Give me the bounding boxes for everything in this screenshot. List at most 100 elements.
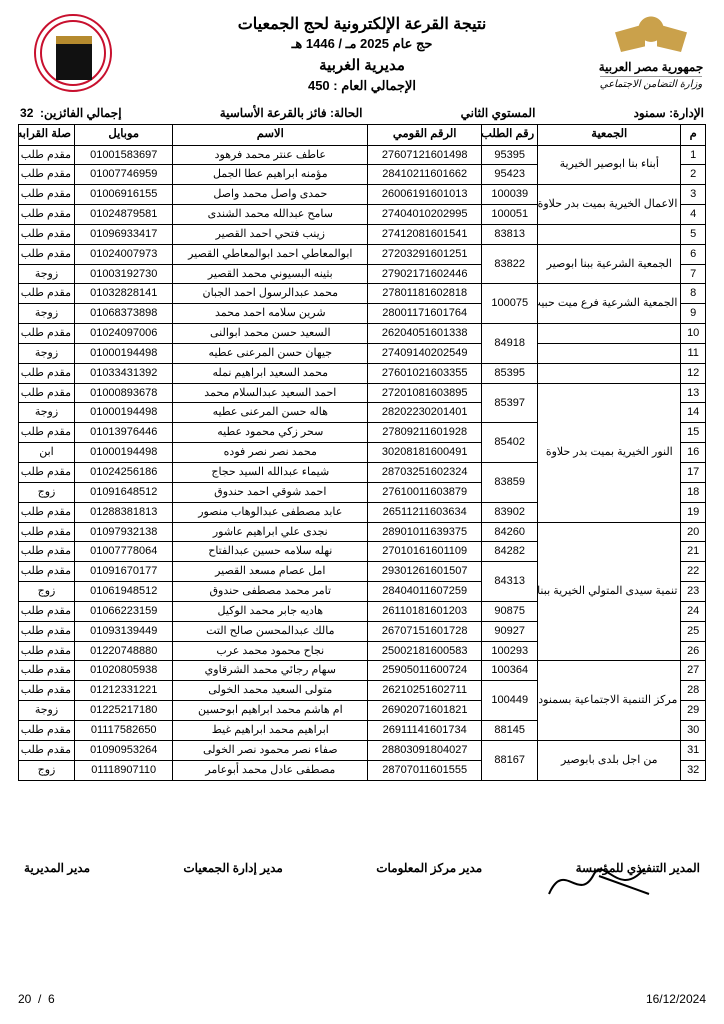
cell-request: 84313 (482, 562, 538, 602)
cell-national-id: 28001171601764 (368, 304, 482, 324)
cell-name: ابوالمعاطي احمد ابوالمعاطي القصير (173, 244, 368, 264)
cell-mobile: 01003192730 (75, 264, 173, 284)
page-footer: 16/12/2024 6 / 20 (18, 992, 706, 1006)
cell-mobile: 01000893678 (75, 383, 173, 403)
cell-relation: مقدم طلب (19, 205, 75, 225)
cell-relation: مقدم طلب (19, 224, 75, 244)
cell-national-id: 28803091804027 (368, 740, 482, 760)
cell-index: 8 (681, 284, 706, 304)
cell-mobile: 01000194498 (75, 343, 173, 363)
cell-mobile: 01118907110 (75, 760, 173, 780)
cell-request: 88167 (482, 740, 538, 780)
cell-index: 24 (681, 601, 706, 621)
cell-request: 90927 (482, 621, 538, 641)
cell-mobile: 01061948512 (75, 582, 173, 602)
cell-name: مالك عبدالمحسن صالح التت (173, 621, 368, 641)
cell-mobile: 01000194498 (75, 403, 173, 423)
cell-mobile: 01024007973 (75, 244, 173, 264)
col-association: الجمعية (538, 125, 681, 146)
cell-request: 95423 (482, 165, 538, 185)
cell-mobile: 01068373898 (75, 304, 173, 324)
cell-name: ام هاشم محمد ابراهيم ابوحسين (173, 701, 368, 721)
cell-relation: مقدم طلب (19, 363, 75, 383)
cell-name: محمد السعيد ابراهيم نمله (173, 363, 368, 383)
cell-name: السعيد حسن محمد ابوالنى (173, 324, 368, 344)
cell-request: 83902 (482, 502, 538, 522)
cell-index: 6 (681, 244, 706, 264)
cell-national-id: 27601021603355 (368, 363, 482, 383)
cell-request: 83859 (482, 463, 538, 503)
cell-mobile: 01117582650 (75, 720, 173, 740)
cell-association: من اجل بلدى بابوصير (538, 740, 681, 780)
cell-index: 14 (681, 403, 706, 423)
cell-relation: زوج (19, 482, 75, 502)
eagle-emblem-icon (621, 10, 681, 58)
cell-relation: زوجة (19, 701, 75, 721)
cell-relation: زوج (19, 582, 75, 602)
cell-name: امل عصام مسعد القصير (173, 562, 368, 582)
meta-bar: الإدارة: سمنود المستوي الثاني الحالة: فا… (18, 106, 706, 120)
cell-name: عابد مصطفى عبدالوهاب منصور (173, 502, 368, 522)
table-row: 13النور الخيرية بميت بدر حلاوة8539727201… (19, 383, 706, 403)
cell-mobile: 01007746959 (75, 165, 173, 185)
cell-national-id: 27203291601251 (368, 244, 482, 264)
cell-request: 100051 (482, 205, 538, 225)
title-directorate: مديرية الغربية (128, 56, 596, 74)
cell-index: 30 (681, 720, 706, 740)
cell-mobile: 01066223159 (75, 601, 173, 621)
cell-national-id: 27809211601928 (368, 423, 482, 443)
cell-index: 10 (681, 324, 706, 344)
cell-request: 100075 (482, 284, 538, 324)
cell-name: عاطف عنتر محمد فرهود (173, 145, 368, 165)
cell-mobile: 01007778064 (75, 542, 173, 562)
cell-relation: ابن (19, 443, 75, 463)
table-body: 1أبناء بنا ابوصير الخيرية953952760712160… (19, 145, 706, 780)
cell-index: 19 (681, 502, 706, 522)
cell-relation: مقدم طلب (19, 502, 75, 522)
table-row: 1127409140202549جيهان حسن المرعنى عطيه01… (19, 343, 706, 363)
cell-mobile: 01006916155 (75, 185, 173, 205)
footer-pager: 6 / 20 (18, 992, 55, 1006)
gov-logo-block: جمهورية مصر العربية وزارة التضامن الاجتم… (596, 10, 706, 90)
cell-name: بثينه البسيوني محمد القصير (173, 264, 368, 284)
table-row: 128539527601021603355محمد السعيد ابراهيم… (19, 363, 706, 383)
cell-index: 18 (681, 482, 706, 502)
cell-national-id: 26707151601728 (368, 621, 482, 641)
cell-mobile: 01091648512 (75, 482, 173, 502)
cell-relation: زوج (19, 760, 75, 780)
cell-national-id: 29301261601507 (368, 562, 482, 582)
cell-national-id: 26911141601734 (368, 720, 482, 740)
cell-national-id: 30208181600491 (368, 443, 482, 463)
meta-winners-value: 32 (20, 106, 33, 120)
org-logo-block (18, 10, 128, 92)
cell-association: أبناء بنا ابوصير الخيرية (538, 145, 681, 185)
cell-national-id: 26210251602711 (368, 681, 482, 701)
cell-relation: مقدم طلب (19, 165, 75, 185)
cell-association (538, 224, 681, 244)
cell-mobile: 01001583697 (75, 145, 173, 165)
cell-relation: مقدم طلب (19, 661, 75, 681)
cell-request: 84918 (482, 324, 538, 364)
cell-national-id: 27404010202995 (368, 205, 482, 225)
kaaba-badge-icon (34, 14, 112, 92)
cell-name: نهله سلامه حسين عبدالفتاح (173, 542, 368, 562)
cell-mobile: 01096933417 (75, 224, 173, 244)
cell-national-id: 25002181600583 (368, 641, 482, 661)
cell-index: 3 (681, 185, 706, 205)
cell-national-id: 27902171602446 (368, 264, 482, 284)
cell-index: 15 (681, 423, 706, 443)
table-row: 108491826204051601338السعيد حسن محمد ابو… (19, 324, 706, 344)
cell-index: 2 (681, 165, 706, 185)
cell-request: 83822 (482, 244, 538, 284)
cell-index: 17 (681, 463, 706, 483)
cell-name: مصطفى عادل محمد أبوعامر (173, 760, 368, 780)
cell-mobile: 01033431392 (75, 363, 173, 383)
title-main: نتيجة القرعة الإلكترونية لحج الجمعيات (128, 14, 596, 34)
meta-admin-label: الإدارة: (669, 106, 704, 120)
table-row: 8الجمعية الشرعية فرع ميت حبيب10007527801… (19, 284, 706, 304)
cell-mobile: 01090953264 (75, 740, 173, 760)
cell-mobile: 01024097006 (75, 324, 173, 344)
cell-relation: زوجة (19, 264, 75, 284)
cell-relation: مقدم طلب (19, 562, 75, 582)
cell-request: 100364 (482, 661, 538, 681)
